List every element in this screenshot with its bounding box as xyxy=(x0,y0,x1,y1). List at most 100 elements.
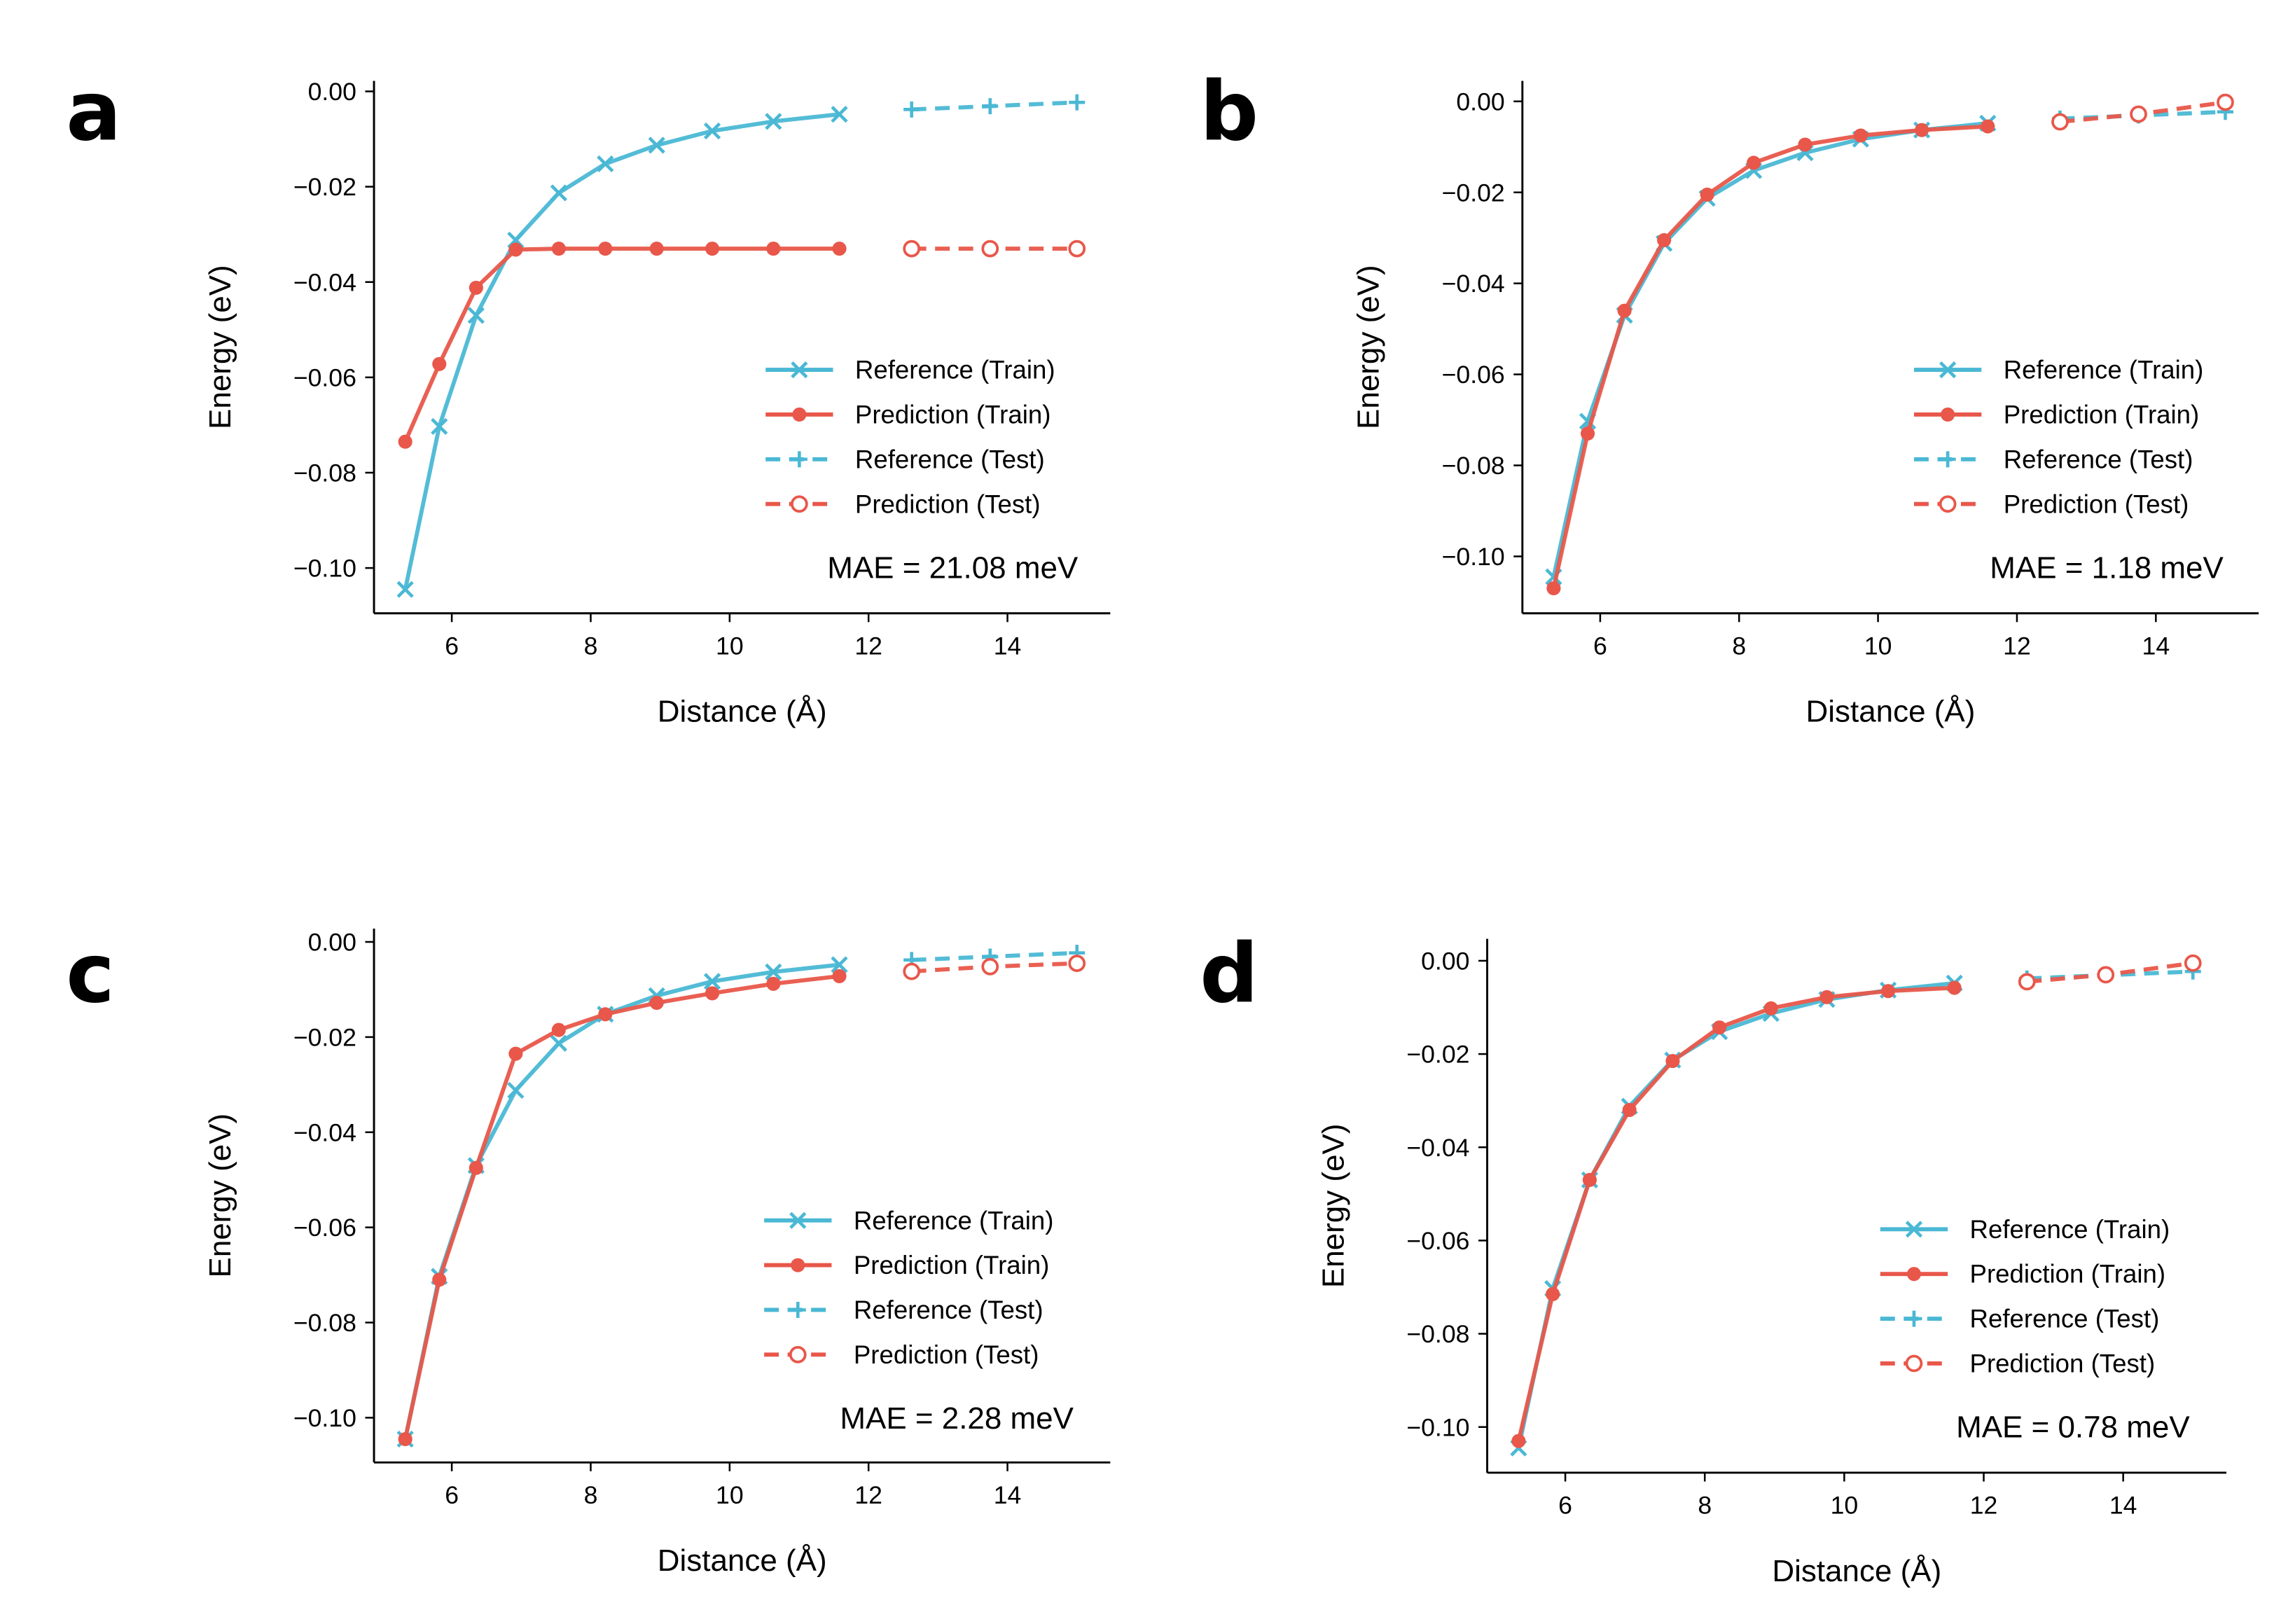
x-tick-label: 6 xyxy=(445,632,459,660)
y-tick-label: −0.10 xyxy=(293,555,356,583)
y-tick-label: −0.04 xyxy=(1406,1134,1469,1162)
legend-marker xyxy=(1939,451,1956,468)
legend-marker xyxy=(1939,495,1957,513)
data-point xyxy=(982,98,999,115)
data-point xyxy=(598,242,613,256)
series-line xyxy=(403,247,840,443)
data-point xyxy=(2018,973,2036,991)
x-tick-label: 8 xyxy=(584,632,598,660)
x-tick-label: 14 xyxy=(994,632,1022,660)
legend-label: Prediction (Test) xyxy=(2004,490,2189,518)
legend-marker xyxy=(1906,1267,1922,1282)
legend-label: Reference (Test) xyxy=(1970,1305,2160,1333)
data-point xyxy=(1546,1286,1560,1302)
data-point xyxy=(431,417,448,436)
legend-marker xyxy=(791,451,807,468)
series-prediction-test xyxy=(903,240,1086,258)
data-point xyxy=(1947,980,1962,995)
y-tick-label: −0.04 xyxy=(293,1118,356,1146)
data-point xyxy=(508,1046,523,1061)
legend-label: Prediction (Test) xyxy=(1970,1349,2156,1377)
y-tick-label: 0.00 xyxy=(308,78,356,106)
data-point xyxy=(765,963,782,980)
x-tick-label: 6 xyxy=(445,1481,459,1509)
y-tick-label: −0.08 xyxy=(1406,1320,1469,1348)
y-tick-label: 0.00 xyxy=(308,929,356,957)
legend-marker xyxy=(792,407,807,422)
data-point xyxy=(649,995,664,1011)
series-prediction-test xyxy=(903,955,1086,980)
data-point xyxy=(981,957,999,976)
legend-marker xyxy=(791,361,808,379)
series-line xyxy=(403,974,840,1440)
series-reference-train xyxy=(396,106,848,598)
data-point xyxy=(398,1431,412,1447)
legend-marker xyxy=(1906,1310,1922,1327)
series-line xyxy=(403,962,840,1440)
legend: Reference (Train) Prediction (Train) Refer… xyxy=(1880,1215,2170,1377)
x-tick-label: 8 xyxy=(1698,1492,1712,1520)
y-tick-label: −0.06 xyxy=(293,1214,356,1242)
y-tick-label: −0.08 xyxy=(293,459,356,487)
x-tick-label: 12 xyxy=(854,632,882,660)
data-point xyxy=(705,986,720,1001)
data-point xyxy=(1582,1172,1597,1187)
x-tick-label: 6 xyxy=(1558,1492,1572,1520)
data-point xyxy=(551,1022,566,1037)
data-point xyxy=(598,1007,613,1022)
data-point xyxy=(1763,1001,1778,1015)
y-tick-label: −0.02 xyxy=(1406,1041,1469,1069)
legend-label: Prediction (Train) xyxy=(854,1251,1050,1279)
data-point xyxy=(469,280,483,295)
y-tick-label: −0.06 xyxy=(293,363,356,391)
data-point xyxy=(903,240,921,258)
data-point xyxy=(550,184,567,202)
data-point xyxy=(508,242,523,257)
data-point xyxy=(703,973,721,990)
y-tick-label: −0.06 xyxy=(1406,1227,1469,1255)
panel-label: c xyxy=(66,926,115,1022)
legend-marker xyxy=(789,1346,807,1363)
data-point xyxy=(1915,123,1929,137)
legend-label: Prediction (Train) xyxy=(2004,401,2200,429)
x-axis-label: Distance (Å) xyxy=(658,1543,827,1578)
data-point xyxy=(703,122,721,140)
x-tick-label: 10 xyxy=(1864,632,1892,660)
data-point xyxy=(765,113,782,130)
data-point xyxy=(1747,155,1761,170)
y-tick-label: −0.10 xyxy=(1406,1413,1469,1441)
legend: Reference (Train) Prediction (Train) Refer… xyxy=(764,1206,1053,1369)
data-point xyxy=(981,240,999,258)
series-line xyxy=(1551,121,1988,578)
y-tick-label: 0.00 xyxy=(1421,948,1469,976)
mae-annotation: MAE = 21.08 meV xyxy=(827,550,1079,585)
legend-marker xyxy=(790,495,808,513)
legend-label: Prediction (Train) xyxy=(1970,1260,2166,1289)
legend-marker xyxy=(791,1258,805,1272)
legend-label: Prediction (Train) xyxy=(855,401,1051,429)
panel-label: d xyxy=(1200,926,1259,1022)
series-prediction-train xyxy=(1511,980,1962,1448)
legend-label: Reference (Test) xyxy=(854,1296,1044,1324)
data-point xyxy=(649,242,664,256)
x-axis-label: Distance (Å) xyxy=(1806,695,1976,729)
x-tick-label: 12 xyxy=(854,1481,882,1509)
series-reference-test xyxy=(903,94,1086,118)
x-tick-label: 14 xyxy=(2142,632,2170,660)
x-tick-label: 14 xyxy=(2109,1492,2137,1520)
data-point xyxy=(705,242,720,256)
data-point xyxy=(1665,1054,1680,1069)
series-line xyxy=(1516,985,1955,1442)
series-prediction-test xyxy=(2018,954,2202,991)
y-tick-label: −0.10 xyxy=(1442,543,1505,571)
data-point xyxy=(903,101,920,118)
legend: Reference (Train) Prediction (Train) Refer… xyxy=(1913,356,2203,518)
legend-marker xyxy=(1941,407,1955,422)
series-prediction-train xyxy=(398,242,847,449)
y-axis-label: Energy (eV) xyxy=(203,265,237,429)
mae-annotation: MAE = 2.28 meV xyxy=(840,1401,1074,1436)
data-point xyxy=(432,356,447,371)
x-axis-label: Distance (Å) xyxy=(1772,1554,1941,1588)
y-axis-label: Energy (eV) xyxy=(1316,1124,1350,1289)
panel-c: c 6 8 10 12 14 0.00 −0.02 −0.04 −0.06 −0.08 −0.10 Di… xyxy=(66,926,1111,1578)
